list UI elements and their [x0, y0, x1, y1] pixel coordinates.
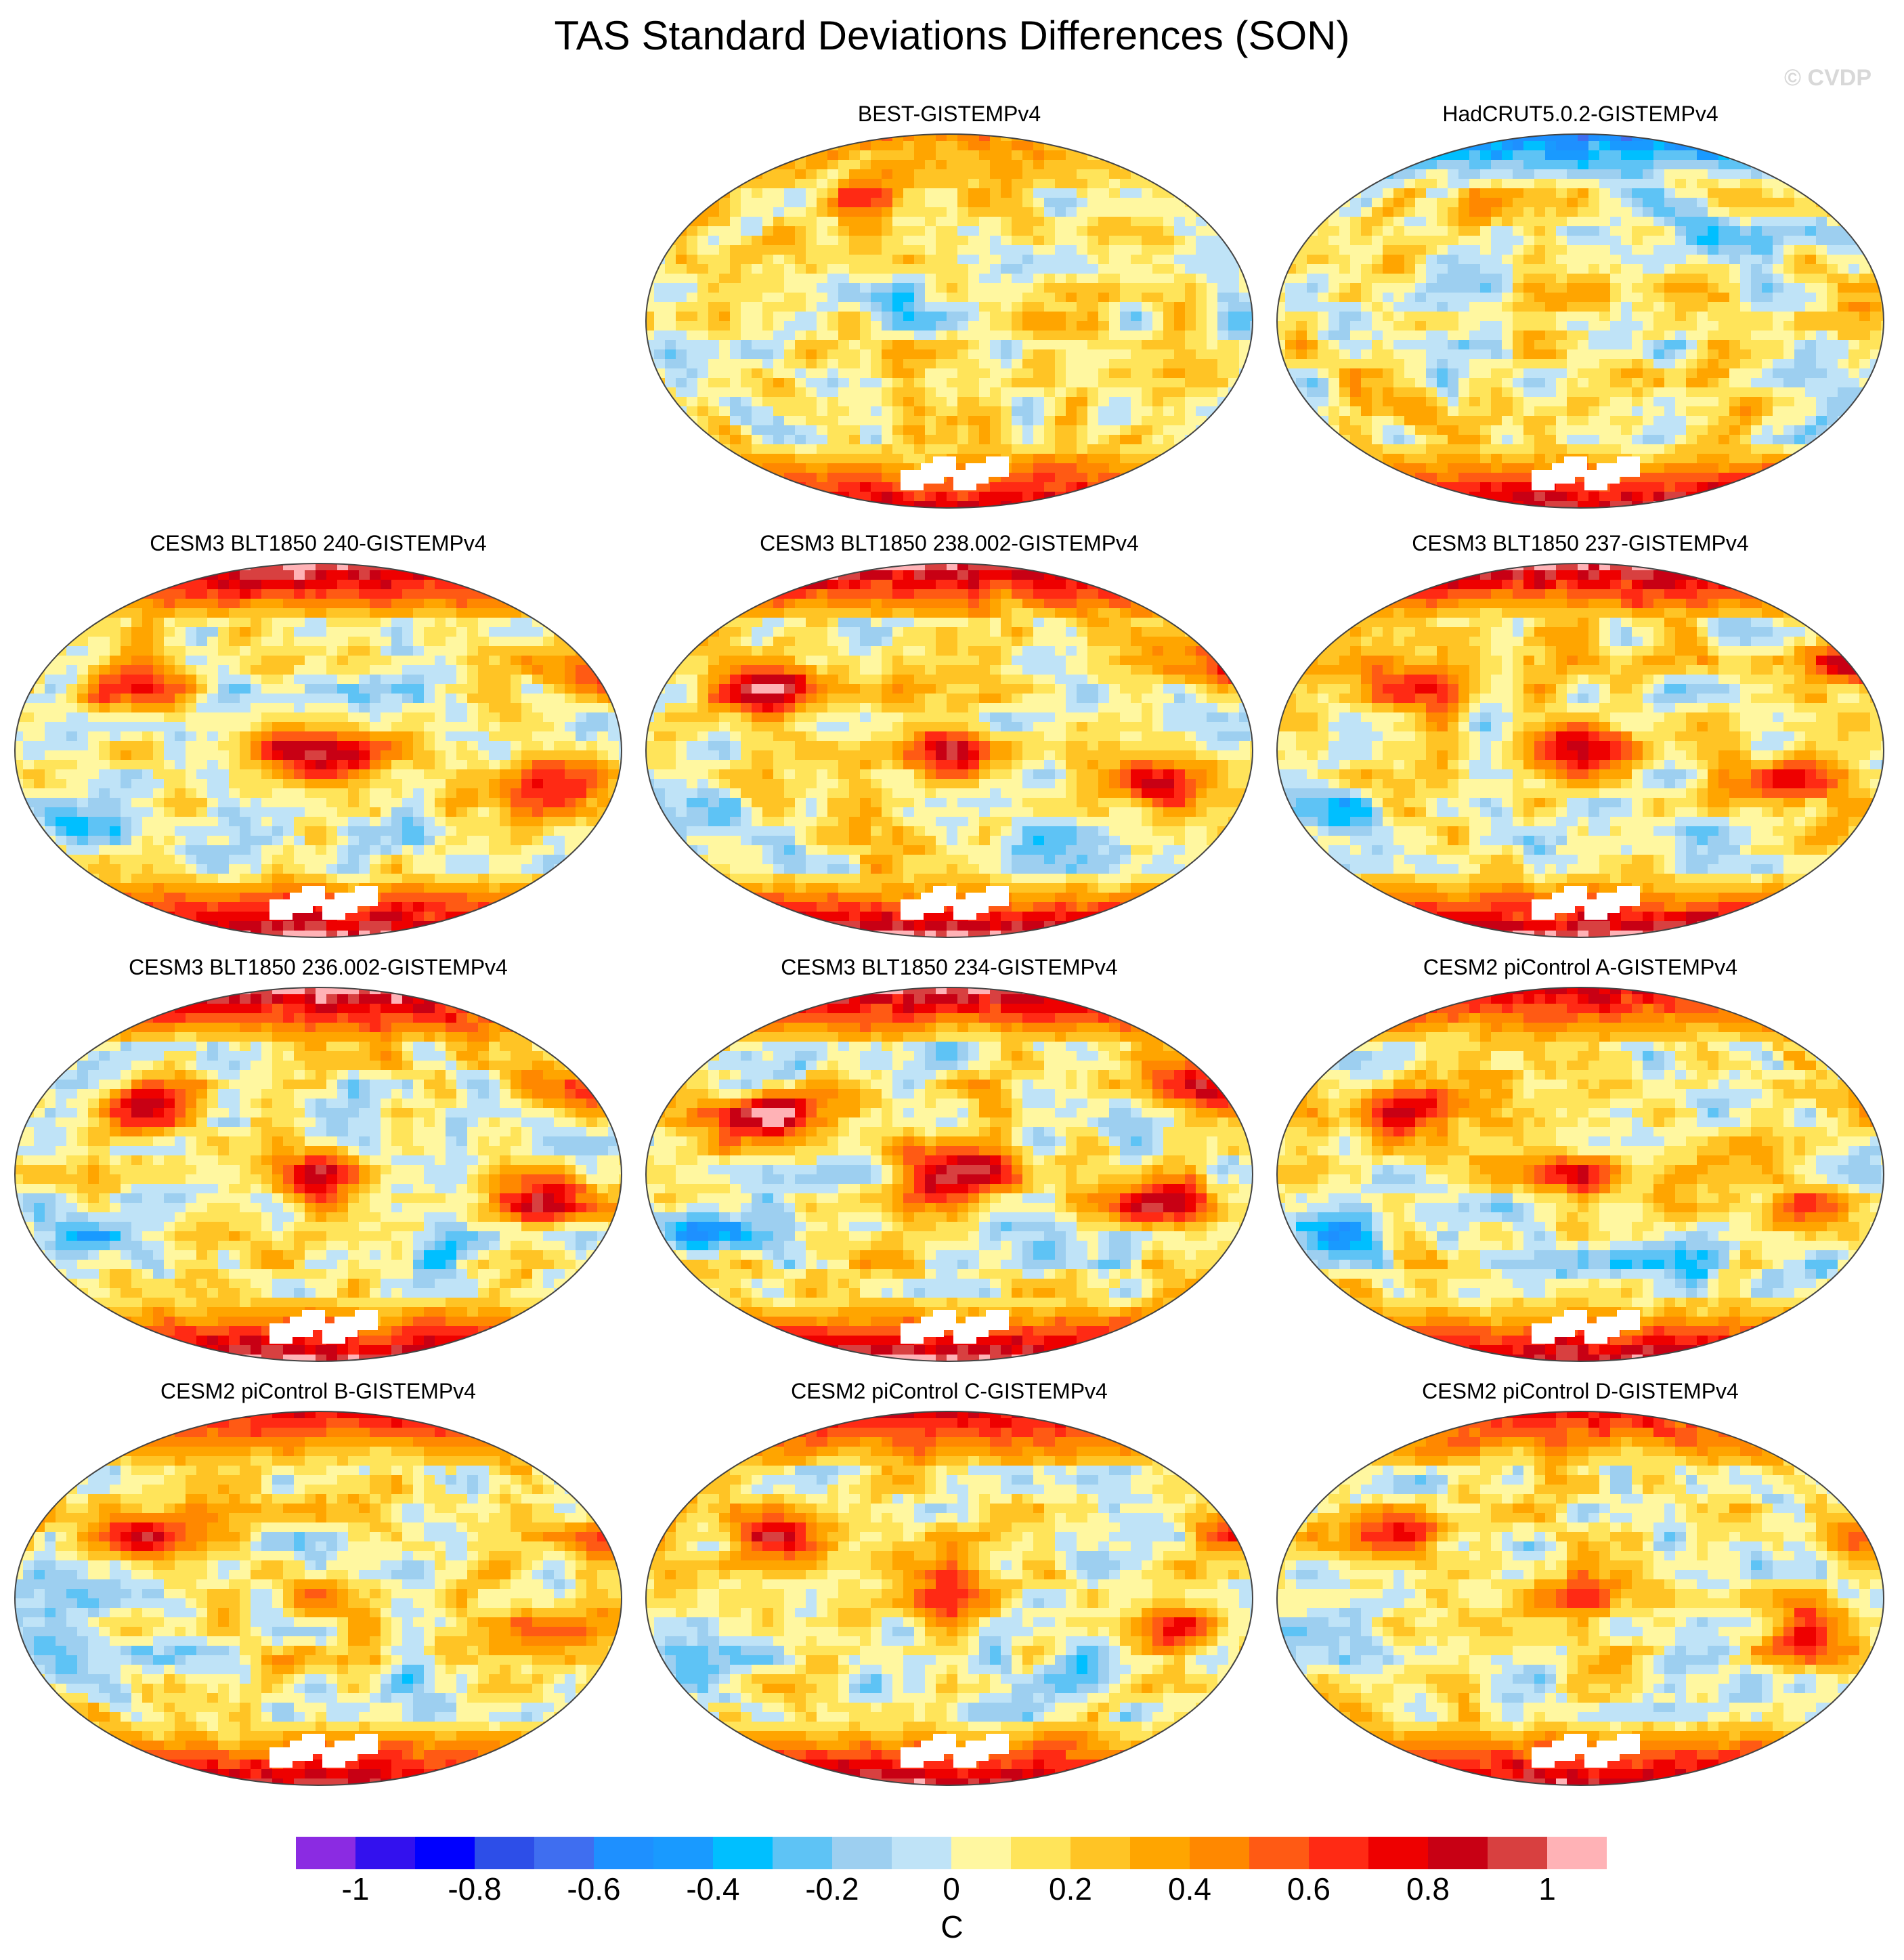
panel-title: CESM2 piControl D-GISTEMPv4 — [1274, 1378, 1886, 1405]
colorbar-box — [892, 1837, 952, 1869]
colorbar-box — [1309, 1837, 1369, 1869]
map-border — [14, 563, 622, 938]
panel-title: CESM3 BLT1850 238.002-GISTEMPv4 — [643, 530, 1255, 557]
colorbar-box — [773, 1837, 833, 1869]
map-border — [14, 987, 622, 1362]
colorbar-tick-label: 0 — [943, 1871, 960, 1907]
field-cells — [646, 134, 1253, 508]
map-panel: BEST-GISTEMPv4 — [643, 100, 1255, 511]
map-plot — [14, 1411, 622, 1786]
map-panel: HadCRUT5.0.2-GISTEMPv4 — [1274, 100, 1886, 511]
colorbar-tick-label: 0.8 — [1406, 1871, 1450, 1907]
map-panel: CESM3 BLT1850 234-GISTEMPv4 — [643, 954, 1255, 1364]
colorbar — [296, 1837, 1607, 1869]
panel-title: BEST-GISTEMPv4 — [643, 100, 1255, 127]
colorbar-labels: -1 -0.8 -0.6 -0.4 -0.2 0 0.2 0.4 0.6 0.8 1 — [0, 1871, 1904, 1911]
panel-title: CESM2 piControl C-GISTEMPv4 — [643, 1378, 1255, 1405]
field-cells — [15, 1411, 622, 1785]
map-border — [645, 987, 1253, 1362]
map-panel: CESM3 BLT1850 236.002-GISTEMPv4 — [12, 954, 624, 1364]
map-plot — [645, 987, 1253, 1362]
watermark: © CVDP — [1784, 65, 1871, 91]
field-cells — [1277, 563, 1884, 937]
map-panel: CESM3 BLT1850 238.002-GISTEMPv4 — [643, 530, 1255, 940]
map-border — [14, 1411, 622, 1786]
panel-title: CESM3 BLT1850 234-GISTEMPv4 — [643, 954, 1255, 981]
colorbar-tick-label: 0.2 — [1049, 1871, 1092, 1907]
map-border — [645, 133, 1253, 509]
colorbar-box — [415, 1837, 475, 1869]
colorbar-tick-label: 1 — [1538, 1871, 1556, 1907]
colorbar-box — [1070, 1837, 1131, 1869]
map-plot — [1276, 987, 1884, 1362]
map-panel: CESM2 piControl A-GISTEMPv4 — [1274, 954, 1886, 1364]
map-border — [1276, 1411, 1884, 1786]
map-plot — [645, 1411, 1253, 1786]
map-border — [1276, 563, 1884, 938]
colorbar-tick-label: 0.4 — [1168, 1871, 1211, 1907]
map-border — [1276, 987, 1884, 1362]
field-cells — [1277, 987, 1884, 1361]
map-plot — [14, 987, 622, 1362]
colorbar-tick-label: -0.4 — [686, 1871, 739, 1907]
panel-title: CESM3 BLT1850 240-GISTEMPv4 — [12, 530, 624, 557]
colorbar-box — [653, 1837, 714, 1869]
colorbar-tick-label: -1 — [342, 1871, 370, 1907]
field-cells — [1277, 134, 1884, 508]
colorbar-box — [1428, 1837, 1488, 1869]
field-cells — [15, 563, 622, 937]
map-border — [645, 563, 1253, 938]
colorbar-tick-label: -0.8 — [448, 1871, 501, 1907]
colorbar-box — [1190, 1837, 1250, 1869]
colorbar-box — [594, 1837, 654, 1869]
colorbar-box — [1368, 1837, 1429, 1869]
map-plot — [645, 133, 1253, 509]
colorbar-box — [951, 1837, 1012, 1869]
colorbar-tick-label: -0.6 — [567, 1871, 620, 1907]
map-panel: CESM3 BLT1850 237-GISTEMPv4 — [1274, 530, 1886, 940]
colorbar-box — [832, 1837, 892, 1869]
colorbar-box — [1249, 1837, 1310, 1869]
map-panel: CESM3 BLT1850 240-GISTEMPv4 — [12, 530, 624, 940]
colorbar-box — [713, 1837, 773, 1869]
colorbar-tick-label: 0.6 — [1287, 1871, 1330, 1907]
map-panel: CESM2 piControl C-GISTEMPv4 — [643, 1378, 1255, 1788]
colorbar-tick-label: -0.2 — [805, 1871, 859, 1907]
map-plot — [1276, 563, 1884, 938]
colorbar-box — [534, 1837, 594, 1869]
map-panel: CESM2 piControl D-GISTEMPv4 — [1274, 1378, 1886, 1788]
colorbar-box — [355, 1837, 416, 1869]
map-plot — [1276, 133, 1884, 509]
panel-title: HadCRUT5.0.2-GISTEMPv4 — [1274, 100, 1886, 127]
page-title: TAS Standard Deviations Differences (SON… — [0, 12, 1904, 59]
panel-title: CESM2 piControl B-GISTEMPv4 — [12, 1378, 624, 1405]
map-border — [645, 1411, 1253, 1786]
colorbar-box — [296, 1837, 356, 1869]
colorbar-box — [1011, 1837, 1071, 1869]
map-plot — [14, 563, 622, 938]
colorbar-box — [1130, 1837, 1190, 1869]
field-cells — [15, 987, 622, 1361]
colorbar-box — [475, 1837, 535, 1869]
map-plot — [1276, 1411, 1884, 1786]
panel-title: CESM3 BLT1850 236.002-GISTEMPv4 — [12, 954, 624, 981]
colorbar-box — [1547, 1837, 1607, 1869]
colorbar-unit: C — [0, 1909, 1904, 1945]
panel-title: CESM2 piControl A-GISTEMPv4 — [1274, 954, 1886, 981]
map-border — [1276, 133, 1884, 509]
colorbar-box — [1488, 1837, 1548, 1869]
map-panel: CESM2 piControl B-GISTEMPv4 — [12, 1378, 624, 1788]
panel-title: CESM3 BLT1850 237-GISTEMPv4 — [1274, 530, 1886, 557]
map-plot — [645, 563, 1253, 938]
